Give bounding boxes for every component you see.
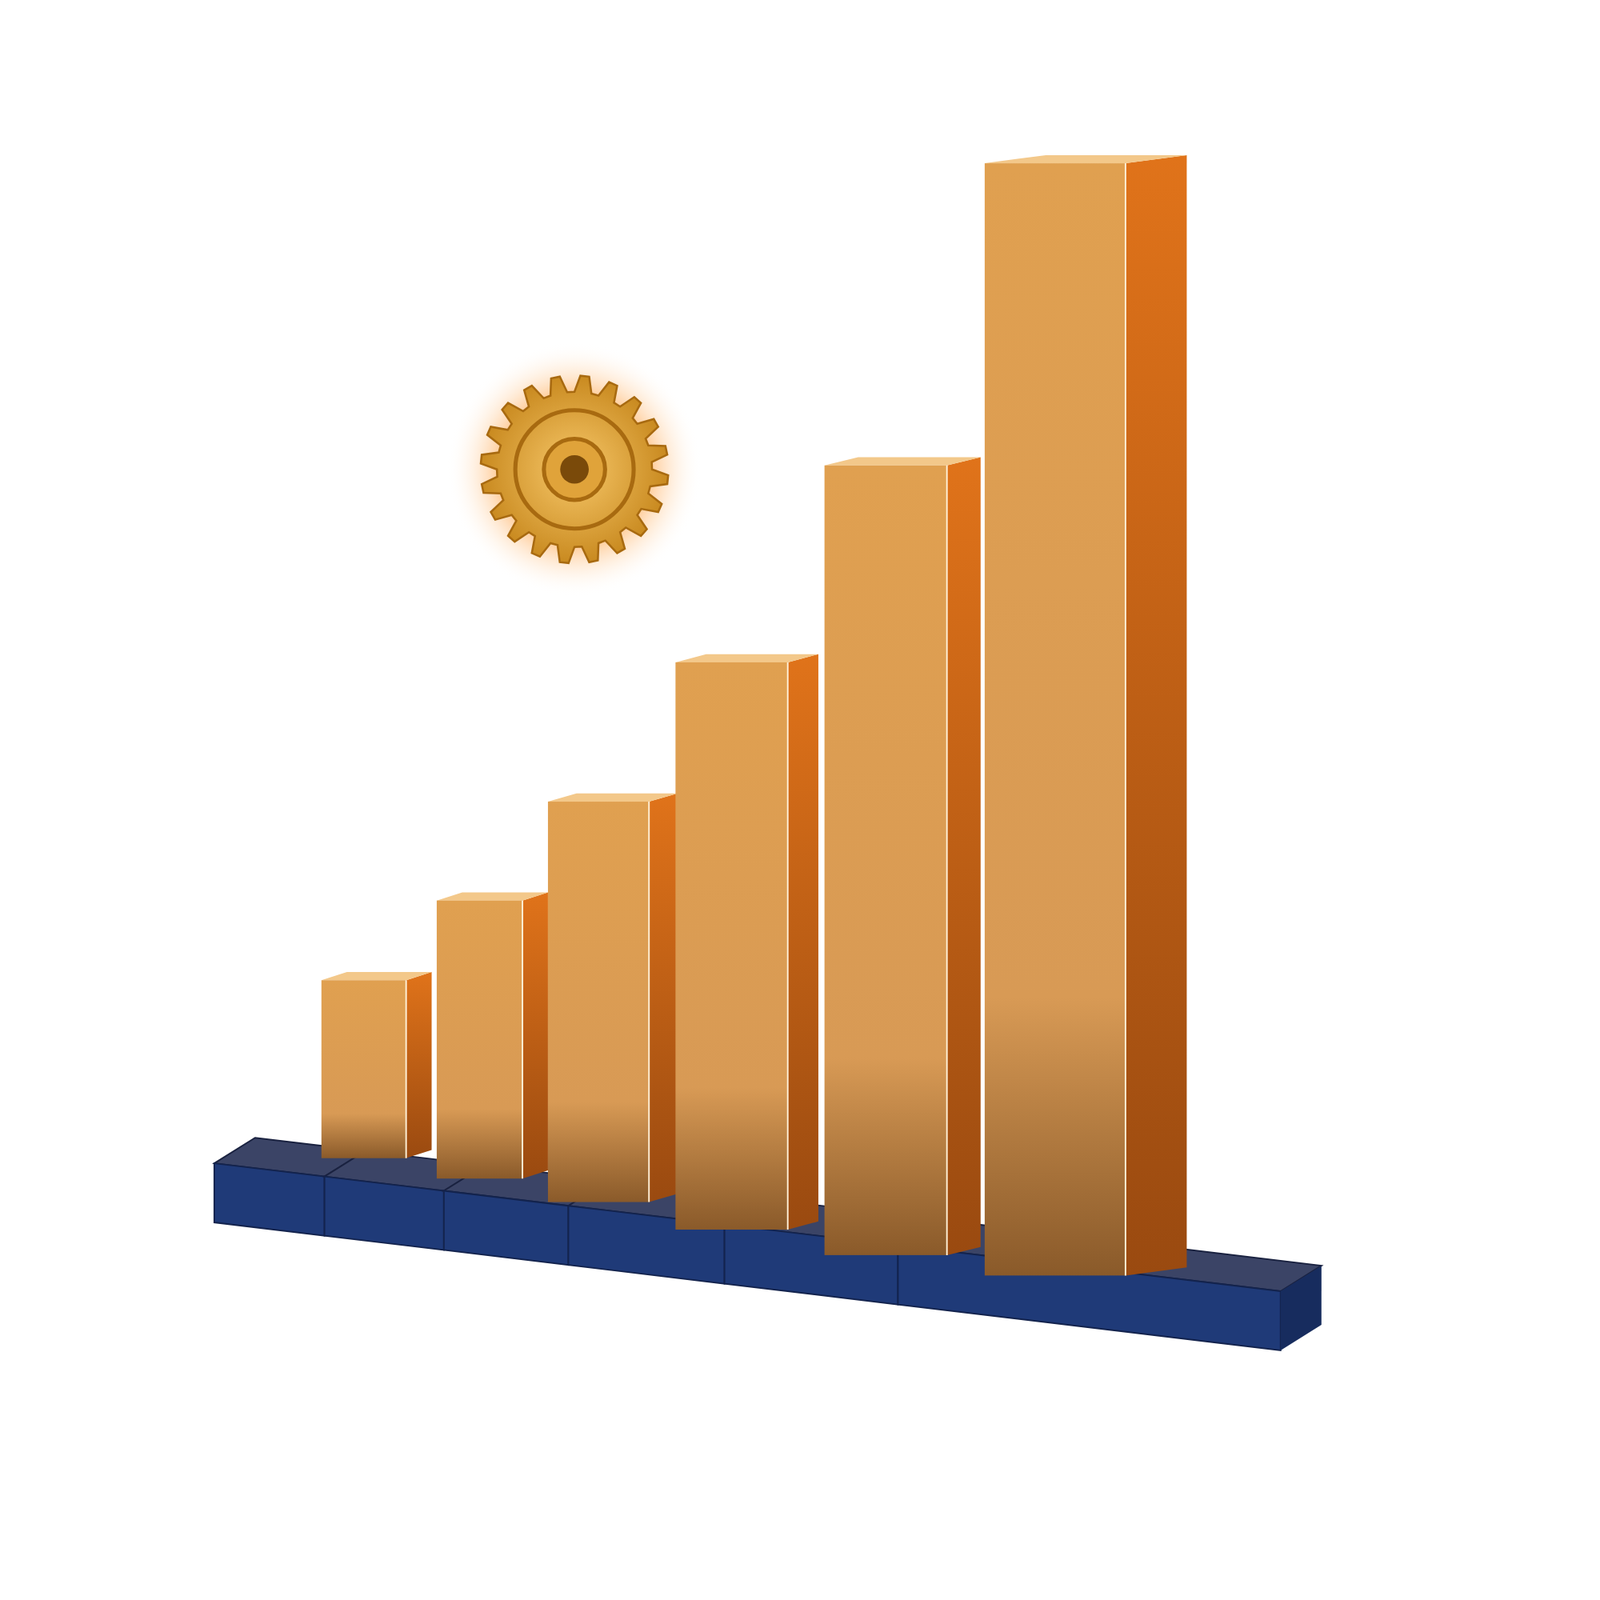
gear-hole — [560, 455, 589, 484]
bar-edge — [1124, 163, 1127, 1276]
bar-front — [984, 163, 1126, 1276]
bar-edge — [648, 801, 650, 1203]
chart-svg — [0, 0, 1600, 1600]
bar-front — [675, 662, 788, 1230]
bar-side — [648, 793, 678, 1203]
bar-edge — [521, 900, 524, 1180]
bars — [321, 155, 1188, 1276]
gear-hub — [544, 438, 606, 500]
bar-edge — [787, 662, 789, 1230]
bar-top — [675, 654, 819, 663]
bar-side — [406, 972, 432, 1159]
bar-top — [824, 457, 981, 466]
bar-side — [1125, 155, 1188, 1276]
gear-glow — [447, 341, 703, 597]
bar-side — [947, 457, 981, 1256]
bar — [675, 654, 819, 1230]
gear — [447, 341, 703, 597]
bar-front — [548, 801, 649, 1203]
chart-root — [0, 0, 1600, 1600]
bar-top — [984, 155, 1188, 164]
bar-front — [321, 980, 407, 1158]
gear-body — [480, 376, 668, 564]
bar — [984, 155, 1188, 1276]
bar-top — [548, 793, 678, 802]
bar-edge — [405, 980, 408, 1158]
bar-top — [321, 972, 432, 980]
bar — [436, 892, 548, 1179]
bar-top — [436, 892, 548, 900]
base-front — [324, 1176, 444, 1251]
gear-ring — [515, 410, 634, 529]
bar-side — [522, 892, 548, 1179]
bar-front — [824, 465, 948, 1256]
bar — [548, 793, 678, 1203]
bar-side — [788, 654, 819, 1230]
bar-edge — [946, 465, 948, 1256]
bar — [321, 972, 432, 1159]
base-side — [1280, 1265, 1322, 1351]
bar-front — [436, 900, 523, 1180]
base-front — [214, 1163, 325, 1236]
bar — [824, 457, 981, 1256]
